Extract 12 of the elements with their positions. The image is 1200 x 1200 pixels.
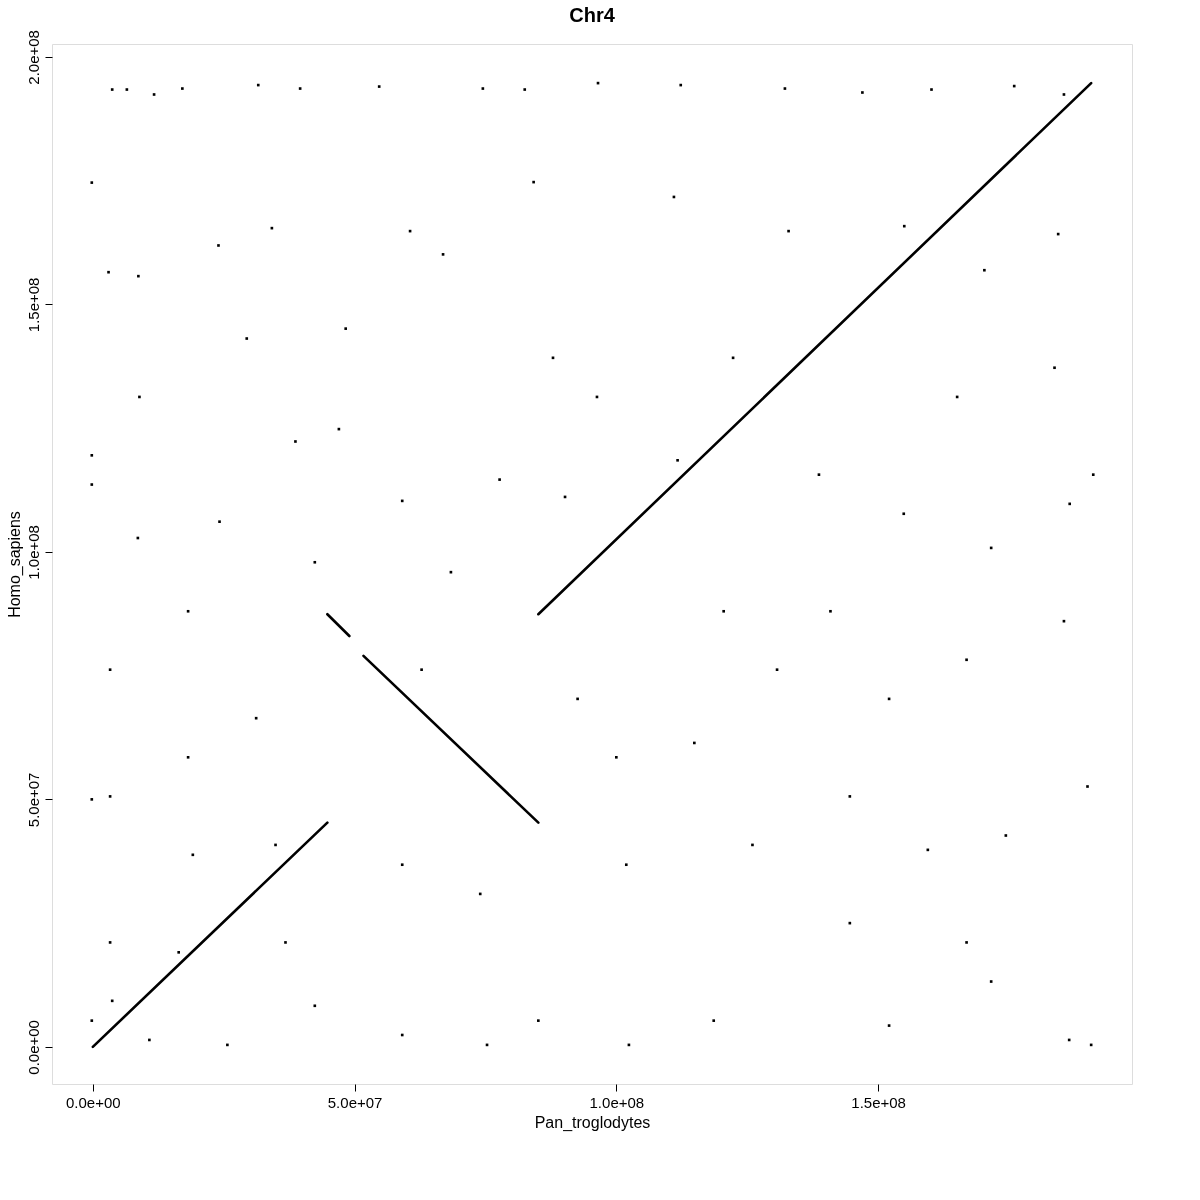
x-tick-label: 0.0e+00 bbox=[66, 1093, 121, 1111]
y-tick-label: 0.0e+00 bbox=[24, 1020, 42, 1075]
x-tick-label: 1.5e+08 bbox=[851, 1093, 906, 1111]
x-tick-label: 5.0e+07 bbox=[327, 1093, 383, 1111]
y-axis-title: Homo_sapiens bbox=[5, 511, 24, 618]
y-tick-label: 1.0e+08 bbox=[24, 525, 42, 580]
y-tick-label: 5.0e+07 bbox=[24, 772, 42, 828]
y-tick-label: 2.0e+08 bbox=[24, 30, 42, 85]
chart-title: Chr4 bbox=[569, 3, 616, 26]
x-axis-title: Pan_troglodytes bbox=[534, 1113, 651, 1132]
x-tick-label: 1.0e+08 bbox=[589, 1093, 645, 1111]
y-tick-label: 1.5e+08 bbox=[24, 277, 42, 333]
